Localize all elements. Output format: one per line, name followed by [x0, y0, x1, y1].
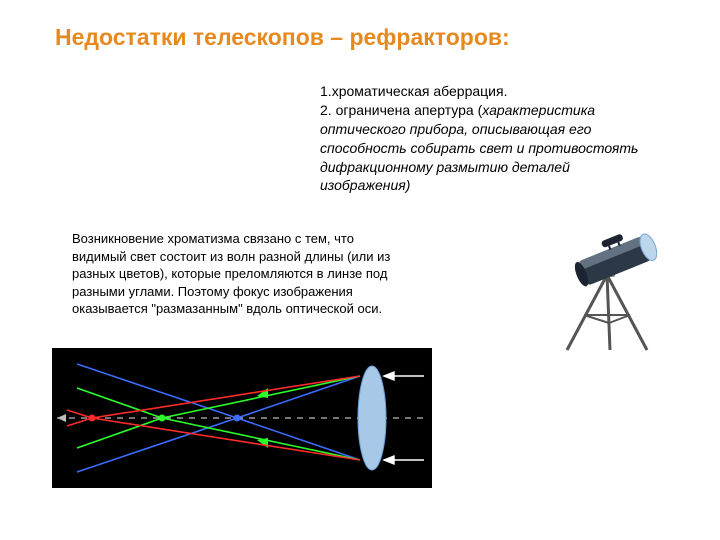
page-title: Недостатки телескопов – рефракторов:	[55, 24, 510, 51]
item1-text: хроматическая аберрация.	[332, 83, 508, 99]
item1-prefix: 1.	[320, 83, 332, 99]
axis-arrow	[57, 414, 66, 422]
blue-focus-dot	[234, 415, 241, 422]
lens	[358, 366, 386, 470]
disadvantages-list: 1.хроматическая аберрация. 2. ограничена…	[320, 82, 660, 195]
item2-prefix: 2. ограничена апертура (	[320, 102, 482, 118]
telescope-icon	[532, 205, 682, 355]
chromatism-paragraph: Возникновение хроматизма связано с тем, …	[72, 230, 402, 318]
red-focus-dot	[89, 415, 96, 422]
telescope-tube	[568, 223, 660, 289]
chromatic-aberration-diagram	[52, 348, 432, 488]
green-focus-dot	[159, 415, 166, 422]
tripod	[567, 275, 647, 350]
